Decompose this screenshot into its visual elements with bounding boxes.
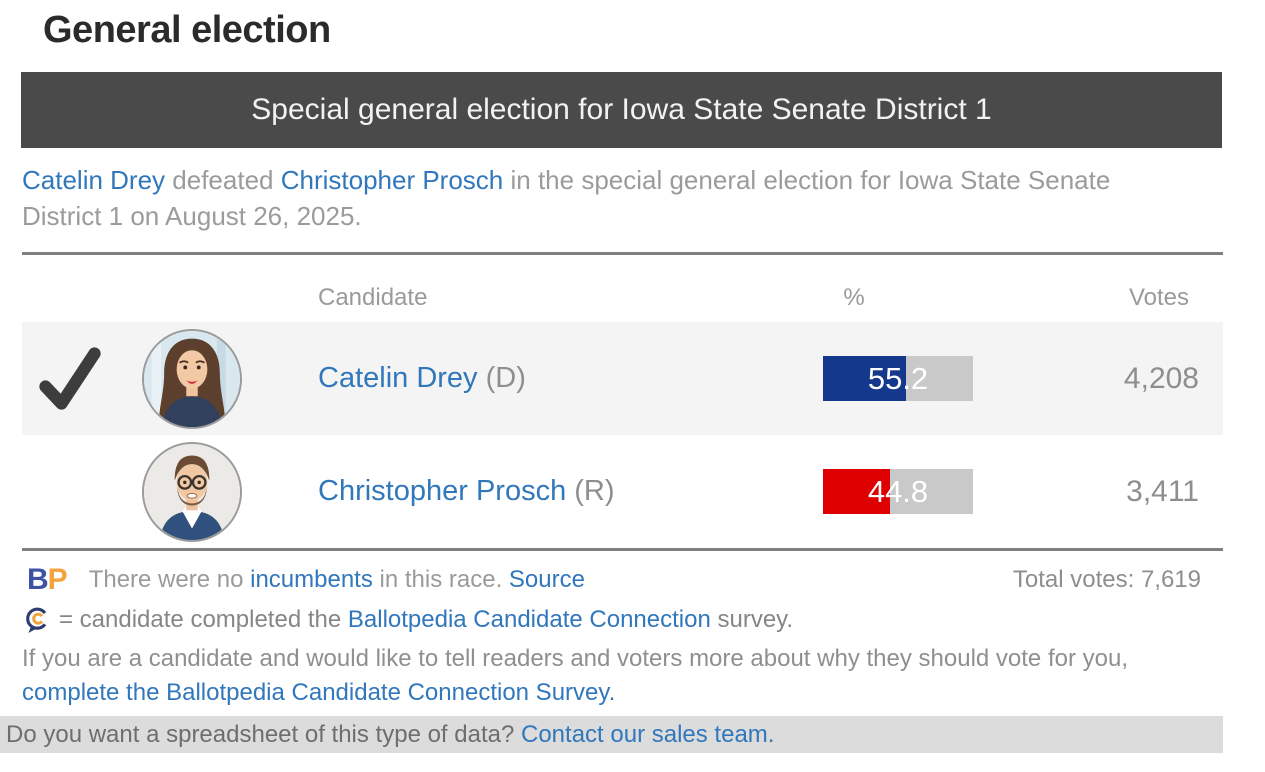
incumbents-text: There were no incumbents in this race. S…: [89, 563, 585, 597]
incumbents-link[interactable]: incumbents: [250, 566, 373, 593]
party-label: (R): [566, 475, 615, 507]
election-banner-text: Special general election for Iowa State …: [251, 93, 992, 126]
incumbents-mid: in this race.: [372, 566, 509, 593]
votes-value: 4,208: [1123, 361, 1199, 395]
candidate-link[interactable]: Catelin Drey: [318, 362, 478, 394]
cta-survey-link[interactable]: complete the Ballotpedia Candidate Conne…: [22, 679, 616, 706]
percent-value: 44.8: [867, 473, 929, 509]
candidate-photo[interactable]: [142, 328, 242, 429]
candidate-connection-link[interactable]: Ballotpedia Candidate Connection: [347, 606, 711, 633]
source-link[interactable]: Source: [508, 566, 585, 593]
candidate-name-cell: Christopher Prosch (R): [318, 475, 738, 508]
winner-link[interactable]: Catelin Drey: [22, 165, 166, 195]
summary-text-rest: in the special general election for Iowa…: [22, 165, 1111, 231]
survey-post: survey.: [710, 606, 794, 633]
cta-pre: If you are a candidate and would like to…: [22, 645, 1128, 672]
results-table: Candidate % Votes Catelin Dre: [22, 255, 1223, 548]
bp-logo-p: P: [47, 563, 68, 596]
candidate-link[interactable]: Christopher Prosch: [318, 475, 567, 507]
column-header-votes: Votes: [1128, 284, 1189, 311]
ballotpedia-logo: BP: [27, 563, 68, 597]
party-label: (D): [477, 362, 526, 394]
sales-pre: Do you want a spreadsheet of this type o…: [6, 720, 521, 748]
summary-paragraph: Catelin Drey defeated Christopher Prosch…: [22, 162, 1182, 234]
table-row: Catelin Drey (D) 55.2 4,208: [22, 322, 1223, 435]
table-row: Christopher Prosch (R) 44.8 3,411: [22, 435, 1223, 548]
footer-line-incumbents: BP There were no incumbents in this race…: [27, 563, 1201, 597]
bp-logo-b: B: [27, 563, 49, 596]
column-header-candidate: Candidate: [318, 284, 428, 311]
page-title: General election: [43, 9, 331, 51]
loser-link[interactable]: Christopher Prosch: [280, 165, 504, 195]
divider: [22, 252, 1223, 255]
survey-text: = candidate completed the Ballotpedia Ca…: [59, 603, 793, 637]
candidate-connection-icon: [26, 607, 47, 633]
percent-value: 55.2: [867, 360, 929, 396]
summary-text: defeated: [165, 165, 281, 195]
candidate-cta: If you are a candidate and would like to…: [22, 642, 1192, 710]
sales-bar: Do you want a spreadsheet of this type o…: [0, 716, 1223, 753]
column-header-percent: %: [843, 284, 865, 311]
survey-pre: = candidate completed the: [59, 606, 348, 633]
votes-value: 3,411: [1126, 474, 1199, 508]
sales-text: Do you want a spreadsheet of this type o…: [6, 721, 774, 749]
percent-bar: 44.8: [823, 469, 973, 514]
candidate-photo[interactable]: [142, 441, 242, 542]
divider: [22, 548, 1223, 551]
christopher-prosch-avatar: [144, 443, 240, 540]
winner-checkmark-icon: [39, 346, 101, 410]
incumbents-pre: There were no: [88, 566, 251, 593]
election-banner: Special general election for Iowa State …: [21, 72, 1222, 148]
percent-bar-fill: [823, 469, 891, 514]
percent-bar: 55.2: [823, 356, 973, 401]
catelin-drey-avatar: [144, 330, 240, 427]
sales-team-link[interactable]: Contact our sales team.: [521, 720, 775, 748]
candidate-name-cell: Catelin Drey (D): [318, 362, 738, 395]
footer-line-survey: = candidate completed the Ballotpedia Ca…: [25, 603, 1265, 637]
table-header-row: Candidate % Votes: [22, 255, 1223, 322]
total-votes: Total votes: 7,619: [1012, 566, 1201, 593]
percent-bar-fill: [823, 356, 906, 401]
